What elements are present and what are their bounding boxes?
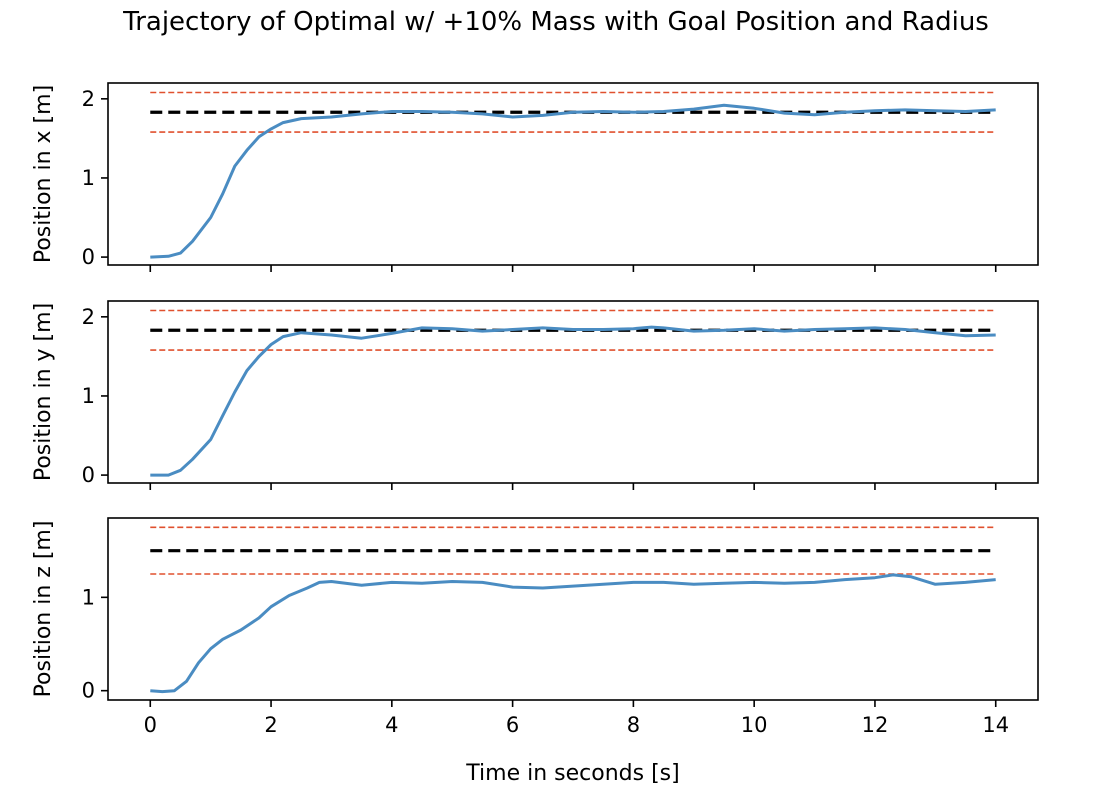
y-tick-label: 1 xyxy=(82,384,95,408)
y-axis-label-z: Position in z [m] xyxy=(31,521,56,698)
x-tick-label: 2 xyxy=(264,713,277,737)
x-tick-label: 10 xyxy=(741,713,768,737)
x-tick-label: 6 xyxy=(506,713,519,737)
trajectory-line-y xyxy=(150,325,996,477)
x-axis-label: Time in seconds [s] xyxy=(465,761,679,786)
y-axis-label-y: Position in y [m] xyxy=(31,303,56,481)
y-tick-label: 1 xyxy=(82,166,95,190)
x-tick-label: 14 xyxy=(982,713,1009,737)
subplot-x: 0 1 2 Position in x [m] xyxy=(31,82,1039,272)
x-tick-label: 0 xyxy=(144,713,157,737)
axes-frame xyxy=(107,300,1039,484)
x-tick-label: 4 xyxy=(385,713,398,737)
subplot-y: 0 1 2 Position in y [m] xyxy=(31,300,1039,490)
trajectory-line-z xyxy=(150,573,996,694)
axes-frame xyxy=(107,82,1039,266)
y-tick-label: 0 xyxy=(82,245,95,269)
y-tick-label: 0 xyxy=(82,463,95,487)
y-tick-label: 2 xyxy=(82,305,95,329)
y-axis-label-x: Position in x [m] xyxy=(31,85,56,263)
axes-frame xyxy=(107,517,1039,701)
y-tick-label: 0 xyxy=(82,679,95,703)
x-tick-label: 12 xyxy=(862,713,889,737)
x-tick-label: 8 xyxy=(627,713,640,737)
y-tick-label: 1 xyxy=(82,585,95,609)
y-tick-label: 2 xyxy=(82,87,95,111)
chart-title: Trajectory of Optimal w/ +10% Mass with … xyxy=(122,7,989,37)
trajectory-line-x xyxy=(150,103,996,259)
subplot-z: 0 2 4 6 8 10 12 14 0 1 Position in z [m] xyxy=(31,517,1039,737)
